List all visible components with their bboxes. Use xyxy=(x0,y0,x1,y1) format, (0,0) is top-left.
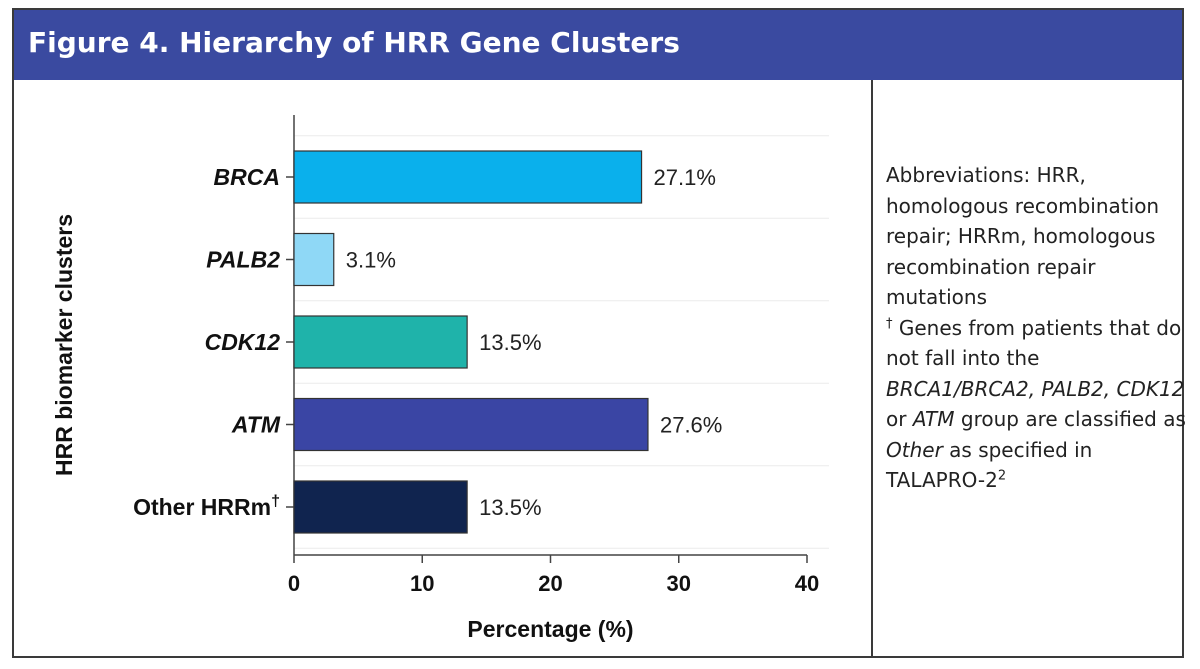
chart-area: 0 10 20 30 40 Percentage (%) HRR biomarker clu… xyxy=(14,80,871,656)
category-superscript: † xyxy=(271,493,280,510)
panel-divider xyxy=(871,80,873,656)
bar xyxy=(293,480,468,534)
footnote-text-2: group are classified as xyxy=(960,407,1186,431)
x-axis-label: Percentage (%) xyxy=(467,616,633,642)
figure-title: Figure 4. Hierarchy of HRR Gene Clusters xyxy=(28,26,680,59)
category-label: PALB2 xyxy=(206,247,280,273)
value-label: 27.6% xyxy=(660,413,722,438)
bar xyxy=(293,150,643,204)
x-tick-label: 10 xyxy=(410,571,434,596)
x-tick-label: 40 xyxy=(795,571,819,596)
bar xyxy=(293,232,335,287)
value-label: 3.1% xyxy=(346,248,396,273)
footnote-or: or xyxy=(886,407,907,431)
x-tick-label: 20 xyxy=(538,571,562,596)
category-label: ATM xyxy=(231,412,281,438)
abbreviations-note: Abbreviations: HRR, homologous recombina… xyxy=(886,163,1160,309)
dagger-mark: † xyxy=(886,315,893,331)
footnote-reference: 2 xyxy=(997,468,1007,484)
value-label: 13.5% xyxy=(479,495,541,520)
value-label: 13.5% xyxy=(479,330,541,355)
bar xyxy=(293,315,468,369)
footnote-text-1: Genes from patients that do not fall int… xyxy=(886,315,1182,371)
notes-panel: Abbreviations: HRR, homologous recombina… xyxy=(886,160,1186,496)
category-label: CDK12 xyxy=(205,329,281,355)
x-tick-label: 30 xyxy=(667,571,691,596)
footnote-atm: ATM xyxy=(912,407,955,431)
y-axis-label: HRR biomarker clusters xyxy=(51,214,77,476)
category-label: BRCA xyxy=(214,164,280,190)
footnote-genes: BRCA1/BRCA2, PALB2, CDK12 xyxy=(886,376,1185,401)
footnote-other: Other xyxy=(886,437,943,462)
category-label: Other HRRm† xyxy=(133,493,280,520)
value-label: 27.1% xyxy=(654,165,716,190)
x-tick-label: 0 xyxy=(288,571,300,596)
footnote-text-3: as specified in TALAPRO-2 xyxy=(886,437,1093,493)
figure-frame: Figure 4. Hierarchy of HRR Gene Clusters… xyxy=(12,8,1186,658)
bar-chart: 0 10 20 30 40 Percentage (%) HRR biomarker clu… xyxy=(51,115,829,642)
dagger-footnote: † Genes from patients that do not fall i… xyxy=(886,313,1186,496)
bar xyxy=(293,397,649,452)
figure-header: Figure 4. Hierarchy of HRR Gene Clusters xyxy=(14,10,1182,80)
